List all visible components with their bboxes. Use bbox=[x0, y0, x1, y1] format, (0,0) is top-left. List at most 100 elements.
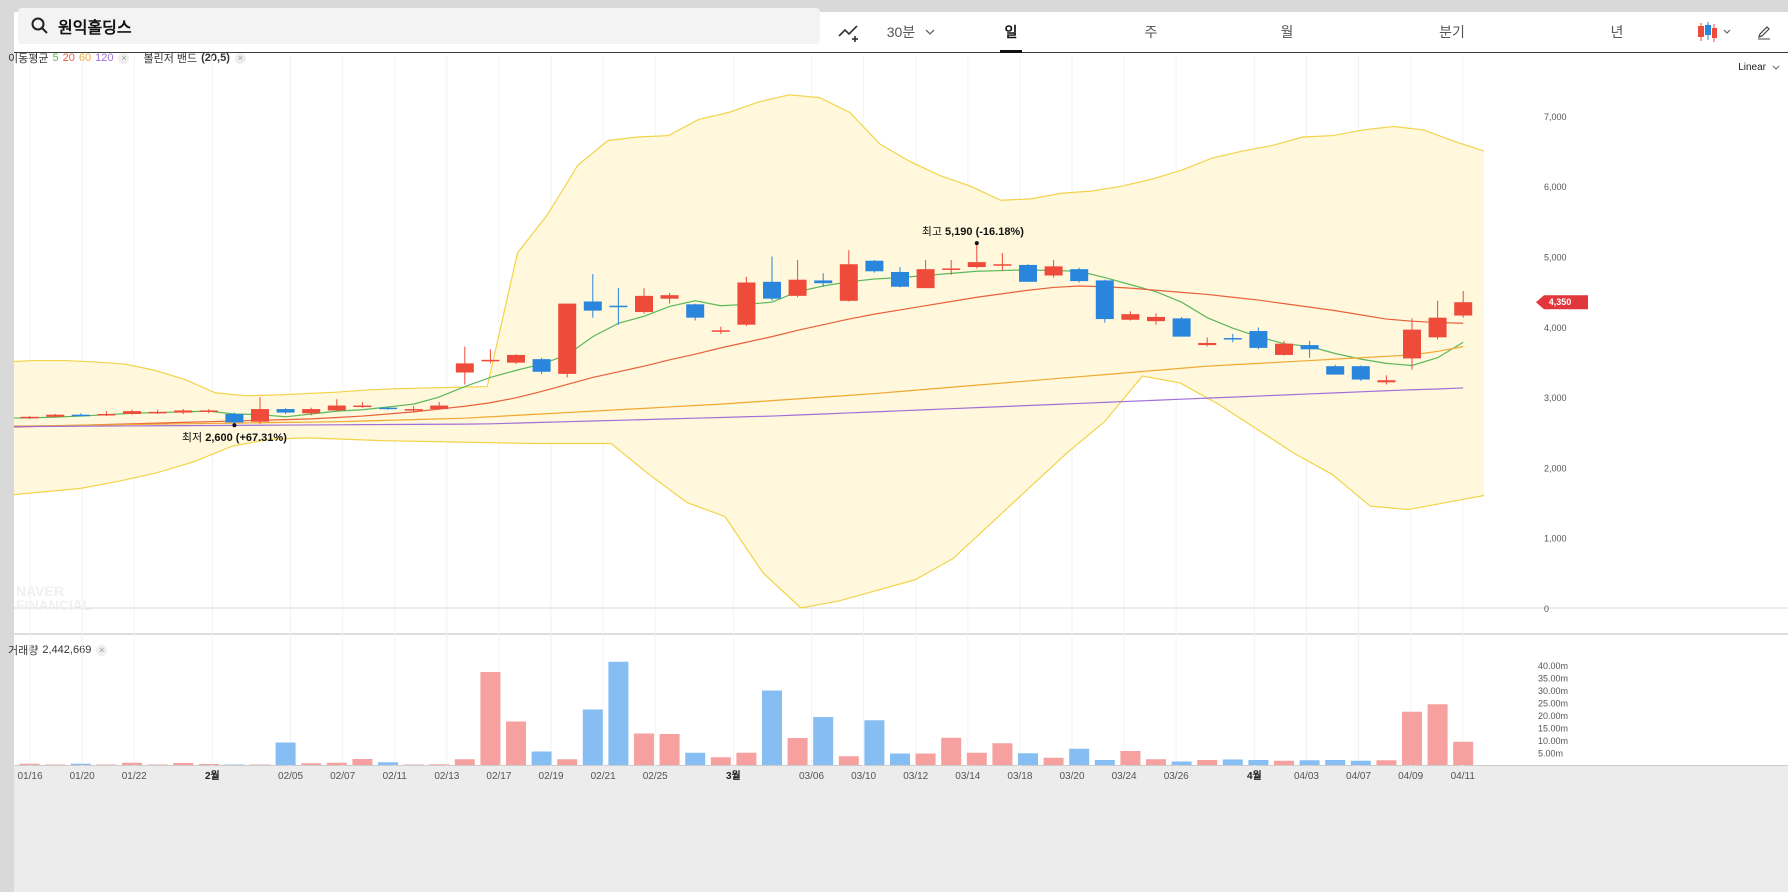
candle-body[interactable] bbox=[430, 405, 449, 410]
volume-bar[interactable] bbox=[634, 733, 654, 766]
interval-dropdown[interactable]: 30분 bbox=[882, 12, 942, 52]
tab-quarter[interactable]: 분기 bbox=[1439, 24, 1465, 40]
candle-body[interactable] bbox=[1095, 280, 1114, 320]
candle-body[interactable] bbox=[1351, 366, 1370, 380]
candle-body[interactable] bbox=[1377, 380, 1396, 383]
volume-bar[interactable] bbox=[275, 742, 296, 766]
volume-bar[interactable] bbox=[1376, 760, 1397, 765]
volume-bar[interactable] bbox=[1120, 751, 1141, 765]
volume-bar[interactable] bbox=[96, 764, 117, 766]
scale-mode-dropdown[interactable]: Linear bbox=[1738, 62, 1780, 73]
candle-body[interactable] bbox=[1019, 264, 1037, 282]
candle-body[interactable] bbox=[839, 264, 858, 301]
volume-bar[interactable] bbox=[1427, 704, 1448, 765]
chart-style-dropdown[interactable] bbox=[1694, 12, 1734, 52]
candle-body[interactable] bbox=[686, 304, 705, 318]
candle-body[interactable] bbox=[276, 409, 295, 413]
tab-year[interactable]: 년 bbox=[1610, 24, 1624, 40]
candle-body[interactable] bbox=[609, 305, 628, 308]
candle-body[interactable] bbox=[1249, 331, 1268, 348]
candle-body[interactable] bbox=[1121, 314, 1140, 320]
volume-bar[interactable] bbox=[1299, 760, 1320, 765]
candle-body[interactable] bbox=[1454, 302, 1473, 316]
tab-month[interactable]: 월 bbox=[1280, 24, 1294, 40]
candle-body[interactable] bbox=[660, 295, 679, 299]
volume-bar[interactable] bbox=[531, 751, 552, 766]
candle-body[interactable] bbox=[404, 409, 423, 411]
volume-bar[interactable] bbox=[301, 763, 322, 765]
close-icon[interactable]: × bbox=[96, 644, 108, 656]
candle-body[interactable] bbox=[635, 295, 653, 313]
volume-bar[interactable] bbox=[890, 753, 910, 766]
candle-body[interactable] bbox=[583, 301, 602, 311]
candle-body[interactable] bbox=[1300, 345, 1319, 350]
volume-bar[interactable] bbox=[352, 759, 373, 765]
candle-body[interactable] bbox=[20, 416, 39, 419]
volume-bar[interactable] bbox=[1018, 753, 1038, 765]
candle-body[interactable] bbox=[916, 269, 935, 289]
volume-bar[interactable] bbox=[1350, 760, 1371, 765]
volume-bar[interactable] bbox=[1274, 760, 1294, 765]
volume-bar[interactable] bbox=[1069, 748, 1090, 765]
candle-body[interactable] bbox=[353, 405, 372, 408]
close-icon[interactable]: × bbox=[234, 52, 246, 64]
candle-body[interactable] bbox=[327, 405, 346, 411]
volume-bar[interactable] bbox=[198, 764, 219, 765]
volume-bar[interactable] bbox=[173, 763, 194, 765]
candle-body[interactable] bbox=[1172, 318, 1191, 337]
volume-bar[interactable] bbox=[506, 721, 526, 766]
candle-body[interactable] bbox=[225, 413, 244, 423]
candle-body[interactable] bbox=[97, 413, 116, 416]
candle-body[interactable] bbox=[1147, 316, 1165, 322]
volume-bar[interactable] bbox=[787, 738, 808, 765]
volume-bar[interactable] bbox=[454, 759, 475, 765]
search-input[interactable]: 원익홀딩스 bbox=[58, 20, 132, 37]
volume-bar[interactable] bbox=[1171, 761, 1192, 766]
candle-body[interactable] bbox=[1275, 343, 1293, 355]
volume-bar[interactable] bbox=[19, 763, 40, 765]
candle-body[interactable] bbox=[737, 282, 756, 325]
volume-bar[interactable] bbox=[429, 764, 450, 765]
volume-bar[interactable] bbox=[659, 734, 680, 765]
volume-bar[interactable] bbox=[1197, 760, 1218, 765]
candle-body[interactable] bbox=[455, 363, 474, 373]
volume-bar[interactable] bbox=[736, 752, 757, 765]
candle-body[interactable] bbox=[1326, 366, 1345, 375]
volume-bar[interactable] bbox=[685, 752, 706, 765]
candle-body[interactable] bbox=[942, 268, 961, 270]
volume-bar[interactable] bbox=[1043, 757, 1064, 765]
volume-bar[interactable] bbox=[378, 762, 398, 765]
volume-bar[interactable] bbox=[813, 717, 834, 765]
candle-body[interactable] bbox=[1044, 266, 1063, 276]
volume-bar[interactable] bbox=[1453, 741, 1474, 765]
candle-body[interactable] bbox=[891, 271, 909, 287]
volume-bar[interactable] bbox=[1402, 711, 1422, 765]
volume-bar[interactable] bbox=[864, 720, 885, 765]
draw-tool-button[interactable] bbox=[834, 12, 864, 52]
candle-body[interactable] bbox=[379, 407, 397, 410]
candle-body[interactable] bbox=[71, 414, 90, 417]
volume-bar[interactable] bbox=[762, 690, 782, 766]
edit-button[interactable] bbox=[1750, 12, 1778, 52]
candle-body[interactable] bbox=[123, 411, 141, 414]
candle-body[interactable] bbox=[174, 410, 193, 413]
candle-body[interactable] bbox=[1403, 329, 1421, 359]
volume-bar[interactable] bbox=[480, 672, 501, 765]
candle-body[interactable] bbox=[814, 280, 833, 284]
volume-bar[interactable] bbox=[1094, 760, 1115, 765]
candle-body[interactable] bbox=[148, 411, 167, 414]
candle-body[interactable] bbox=[481, 359, 500, 362]
candle-body[interactable] bbox=[507, 354, 525, 363]
volume-bar[interactable] bbox=[403, 764, 424, 766]
candle-body[interactable] bbox=[1428, 317, 1447, 338]
volume-bar[interactable] bbox=[326, 762, 347, 765]
volume-bar[interactable] bbox=[147, 764, 168, 766]
candle-body[interactable] bbox=[1070, 269, 1089, 282]
volume-bar[interactable] bbox=[710, 757, 731, 765]
volume-bar[interactable] bbox=[250, 764, 270, 766]
volume-bar[interactable] bbox=[915, 753, 936, 766]
tab-week[interactable]: 주 bbox=[1144, 24, 1158, 40]
tab-day[interactable]: 일 bbox=[1000, 12, 1022, 53]
volume-bar[interactable] bbox=[582, 709, 603, 766]
